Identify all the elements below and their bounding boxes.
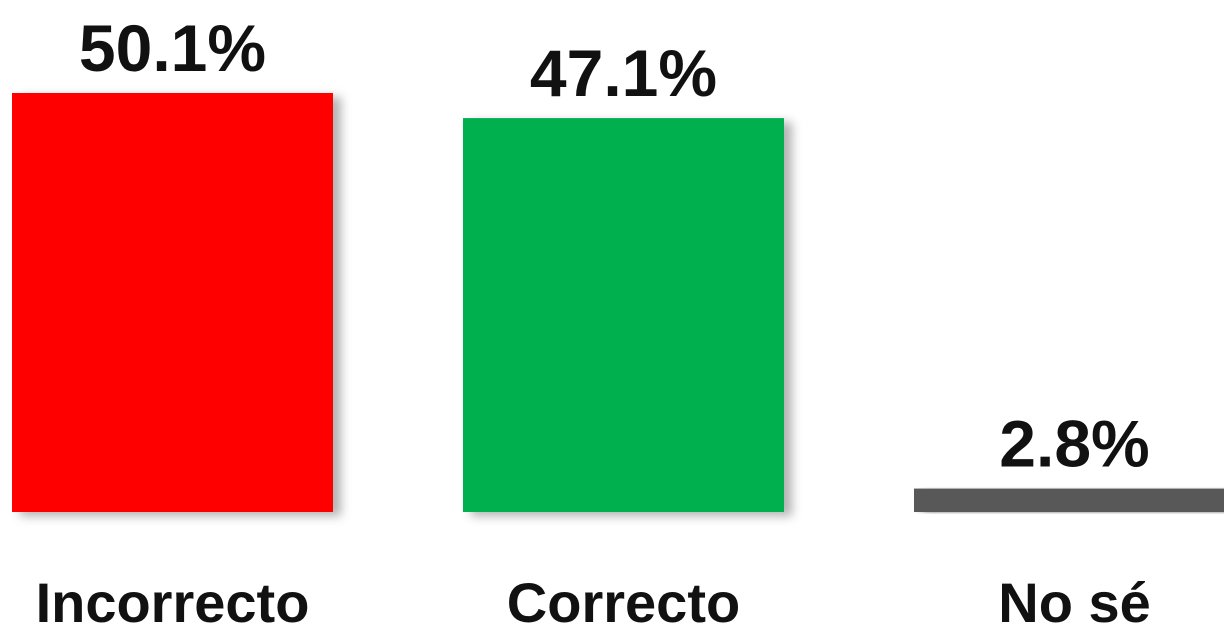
value-label: 47.1% (530, 36, 717, 110)
bar (914, 488, 1224, 512)
category-label: Correcto (507, 571, 740, 628)
category-label: No sé (998, 571, 1151, 628)
bar (463, 118, 784, 513)
bar (12, 93, 333, 512)
value-label: 50.1% (79, 11, 266, 85)
category-label: Incorrecto (36, 571, 310, 628)
value-label: 2.8% (999, 407, 1149, 481)
